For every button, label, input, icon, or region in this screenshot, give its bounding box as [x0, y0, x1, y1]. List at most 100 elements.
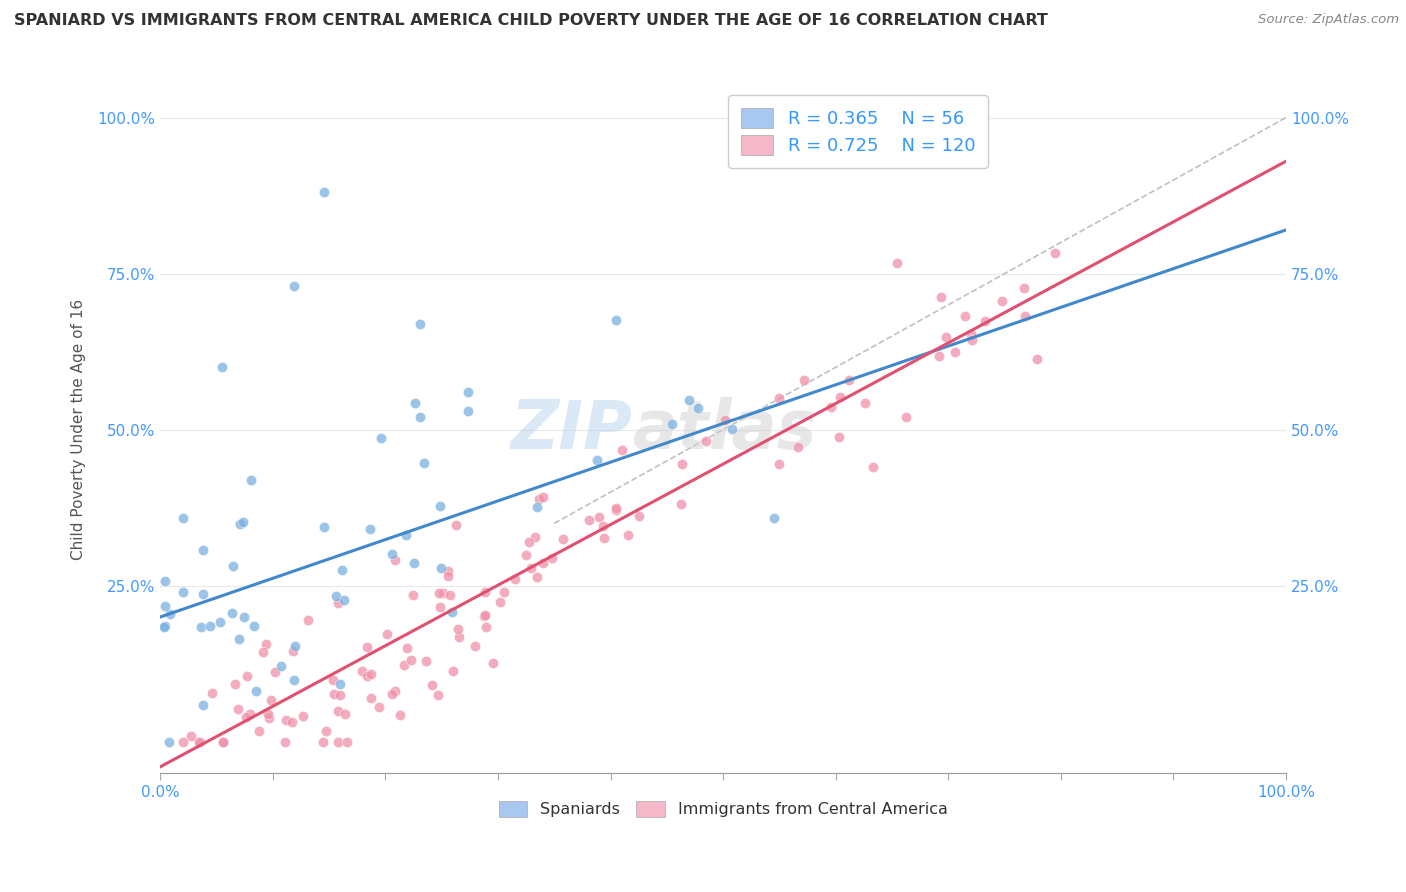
Point [396, 640, 419, 655]
Point [359, 522, 381, 536]
Point [787, 440, 810, 454]
Point [686, 401, 709, 416]
Point [472, 609, 495, 624]
Point [252, 645, 274, 659]
Point [408, 317, 430, 331]
Point [960, 333, 983, 347]
Point [420, 678, 443, 692]
Point [356, 640, 378, 654]
Point [236, 669, 259, 683]
Point [172, 735, 194, 749]
Point [415, 654, 437, 668]
Point [159, 607, 181, 621]
Point [929, 290, 952, 304]
Point [474, 585, 496, 599]
Point [527, 492, 550, 507]
Point [1025, 352, 1047, 367]
Point [1014, 309, 1036, 323]
Point [402, 588, 425, 602]
Point [263, 665, 285, 679]
Y-axis label: Child Poverty Under the Age of 16: Child Poverty Under the Age of 16 [72, 299, 86, 560]
Point [392, 658, 415, 673]
Point [157, 735, 180, 749]
Point [211, 735, 233, 749]
Point [209, 615, 232, 629]
Point [323, 687, 346, 701]
Point [588, 510, 610, 524]
Point [370, 431, 392, 445]
Point [531, 490, 554, 504]
Point [276, 713, 298, 727]
Point [669, 497, 692, 511]
Point [284, 639, 307, 653]
Point [605, 501, 627, 516]
Point [896, 409, 918, 424]
Point [464, 639, 486, 653]
Point [228, 632, 250, 647]
Point [474, 607, 496, 622]
Text: Source: ZipAtlas.com: Source: ZipAtlas.com [1258, 13, 1399, 27]
Point [326, 704, 349, 718]
Point [221, 606, 243, 620]
Point [449, 631, 471, 645]
Point [356, 669, 378, 683]
Point [254, 636, 277, 650]
Point [180, 729, 202, 743]
Point [429, 600, 451, 615]
Point [440, 605, 463, 619]
Point [991, 293, 1014, 308]
Point [763, 511, 786, 525]
Point [457, 384, 479, 399]
Point [935, 329, 957, 343]
Point [523, 530, 546, 544]
Point [239, 706, 262, 721]
Point [427, 586, 450, 600]
Point [695, 434, 717, 448]
Point [427, 688, 450, 702]
Point [201, 685, 224, 699]
Point [429, 560, 451, 574]
Point [368, 700, 391, 714]
Point [432, 586, 454, 600]
Point [360, 690, 382, 705]
Point [330, 563, 353, 577]
Point [211, 735, 233, 749]
Point [429, 499, 451, 513]
Point [447, 622, 470, 636]
Point [312, 734, 335, 748]
Point [256, 707, 278, 722]
Point [828, 430, 851, 444]
Point [1043, 245, 1066, 260]
Point [153, 574, 176, 588]
Point [678, 392, 700, 407]
Point [605, 313, 627, 327]
Point [259, 711, 281, 725]
Point [457, 404, 479, 418]
Point [283, 673, 305, 688]
Point [444, 518, 467, 533]
Point [943, 345, 966, 359]
Point [540, 550, 562, 565]
Point [333, 593, 356, 607]
Point [1012, 281, 1035, 295]
Point [336, 735, 359, 749]
Point [517, 535, 540, 549]
Point [503, 572, 526, 586]
Point [714, 413, 737, 427]
Point [312, 186, 335, 200]
Point [187, 735, 209, 749]
Point [617, 528, 640, 542]
Point [526, 500, 548, 514]
Point [226, 702, 249, 716]
Point [953, 310, 976, 324]
Point [489, 595, 512, 609]
Point [413, 456, 436, 470]
Point [260, 693, 283, 707]
Point [384, 683, 406, 698]
Point [322, 673, 344, 687]
Point [274, 735, 297, 749]
Point [853, 396, 876, 410]
Point [326, 735, 349, 749]
Text: atlas: atlas [633, 397, 817, 463]
Point [384, 552, 406, 566]
